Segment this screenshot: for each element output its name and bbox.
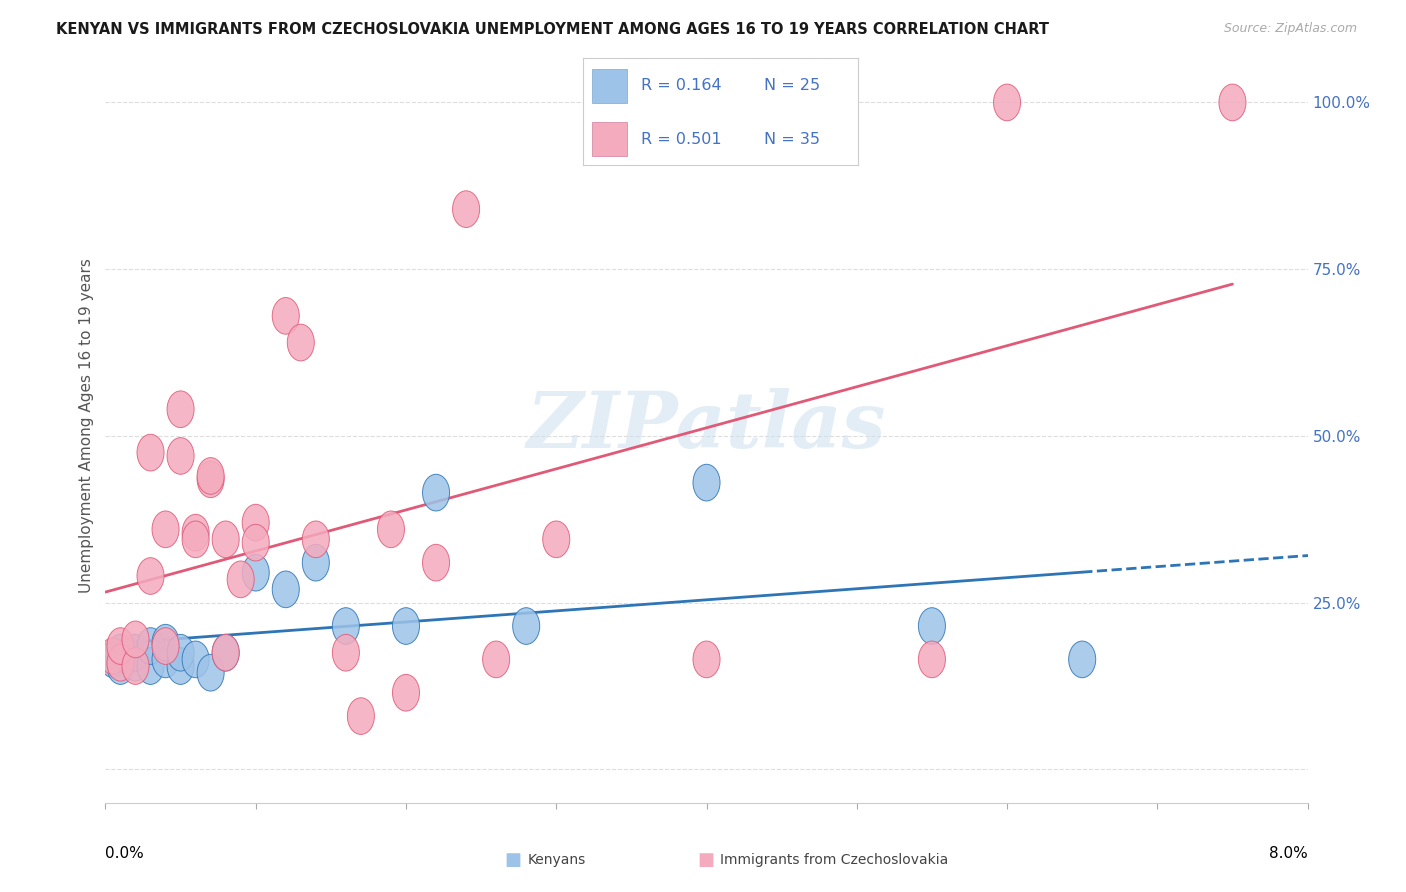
Ellipse shape [136, 558, 165, 594]
Ellipse shape [183, 515, 209, 551]
Ellipse shape [302, 544, 329, 581]
Text: 8.0%: 8.0% [1268, 847, 1308, 861]
Text: Source: ZipAtlas.com: Source: ZipAtlas.com [1223, 22, 1357, 36]
Ellipse shape [693, 641, 720, 678]
Ellipse shape [107, 648, 134, 684]
Text: ZIPatlas: ZIPatlas [527, 388, 886, 464]
Ellipse shape [152, 641, 179, 678]
Ellipse shape [242, 504, 269, 541]
Ellipse shape [332, 607, 360, 644]
Ellipse shape [197, 458, 224, 494]
Ellipse shape [273, 571, 299, 607]
Ellipse shape [136, 434, 165, 471]
Ellipse shape [302, 521, 329, 558]
Ellipse shape [332, 634, 360, 671]
Ellipse shape [136, 628, 165, 665]
FancyBboxPatch shape [592, 122, 627, 156]
Ellipse shape [167, 634, 194, 671]
Ellipse shape [183, 521, 209, 558]
Text: KENYAN VS IMMIGRANTS FROM CZECHOSLOVAKIA UNEMPLOYMENT AMONG AGES 16 TO 19 YEARS : KENYAN VS IMMIGRANTS FROM CZECHOSLOVAKIA… [56, 22, 1049, 37]
Text: R = 0.164: R = 0.164 [641, 78, 721, 94]
Ellipse shape [377, 511, 405, 548]
Ellipse shape [212, 521, 239, 558]
Ellipse shape [122, 634, 149, 671]
Ellipse shape [167, 648, 194, 684]
Text: N = 35: N = 35 [765, 132, 821, 147]
Ellipse shape [114, 638, 142, 674]
FancyBboxPatch shape [592, 69, 627, 103]
Ellipse shape [513, 607, 540, 644]
Ellipse shape [918, 641, 945, 678]
Ellipse shape [392, 607, 419, 644]
Ellipse shape [392, 674, 419, 711]
Text: ■: ■ [697, 851, 714, 869]
Ellipse shape [1219, 84, 1246, 120]
Ellipse shape [122, 621, 149, 657]
Ellipse shape [543, 521, 569, 558]
Ellipse shape [100, 638, 127, 674]
Ellipse shape [423, 475, 450, 511]
Ellipse shape [152, 511, 179, 548]
Text: N = 25: N = 25 [765, 78, 821, 94]
Ellipse shape [212, 634, 239, 671]
Ellipse shape [287, 324, 315, 361]
Ellipse shape [453, 191, 479, 227]
Text: Immigrants from Czechoslovakia: Immigrants from Czechoslovakia [720, 853, 948, 867]
Ellipse shape [423, 544, 450, 581]
Ellipse shape [212, 634, 239, 671]
Ellipse shape [167, 391, 194, 427]
Ellipse shape [167, 438, 194, 475]
Ellipse shape [183, 641, 209, 678]
Ellipse shape [122, 644, 149, 681]
Ellipse shape [347, 698, 374, 734]
Ellipse shape [122, 648, 149, 684]
Text: 0.0%: 0.0% [105, 847, 145, 861]
Ellipse shape [152, 624, 179, 661]
Ellipse shape [197, 655, 224, 691]
Ellipse shape [242, 554, 269, 591]
Ellipse shape [482, 641, 509, 678]
Ellipse shape [273, 298, 299, 334]
Ellipse shape [100, 641, 127, 678]
Ellipse shape [197, 461, 224, 498]
Text: ■: ■ [505, 851, 522, 869]
Ellipse shape [107, 628, 134, 665]
Ellipse shape [107, 644, 134, 681]
Ellipse shape [918, 607, 945, 644]
Y-axis label: Unemployment Among Ages 16 to 19 years: Unemployment Among Ages 16 to 19 years [79, 259, 94, 593]
Ellipse shape [136, 648, 165, 684]
Ellipse shape [994, 84, 1021, 120]
Text: R = 0.501: R = 0.501 [641, 132, 721, 147]
Ellipse shape [242, 524, 269, 561]
Ellipse shape [228, 561, 254, 598]
Text: Kenyans: Kenyans [527, 853, 585, 867]
Ellipse shape [107, 634, 134, 671]
Ellipse shape [152, 628, 179, 665]
Ellipse shape [693, 464, 720, 501]
Ellipse shape [1069, 641, 1095, 678]
